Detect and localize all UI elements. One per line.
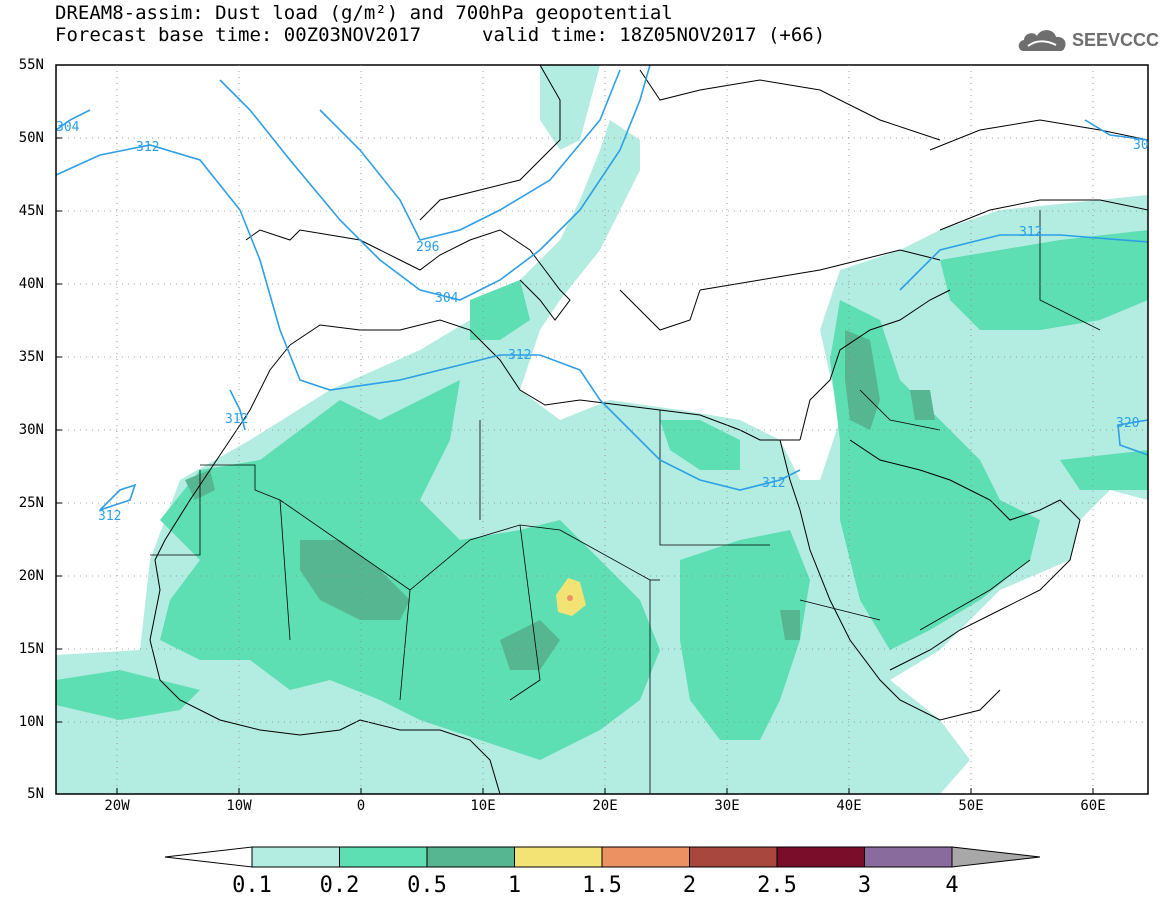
colorbar-label: 1 — [507, 873, 522, 898]
colorbar-label: 0.5 — [407, 873, 447, 898]
lat-label: 10N — [18, 714, 44, 730]
lon-label: 10E — [470, 798, 496, 814]
geopotential-contours — [56, 65, 1148, 511]
contour-label: 312 — [98, 509, 121, 524]
colorbar-label: 3 — [857, 873, 872, 898]
lat-label: 5N — [27, 786, 44, 802]
lon-label: 60E — [1080, 798, 1106, 814]
lat-label: 20N — [18, 568, 44, 584]
contour-label: 312 — [225, 412, 248, 427]
axis-ticks — [56, 137, 1094, 794]
contour-label: 312 — [762, 476, 785, 491]
contour-label: 30 — [1133, 138, 1149, 153]
grid-lines — [56, 65, 1148, 794]
logo-text: SEEVCCC — [1072, 30, 1160, 50]
lat-label: 25N — [18, 495, 44, 511]
contour-label: 312 — [136, 140, 159, 155]
lat-label: 15N — [18, 641, 44, 657]
colorbar-label: 2 — [682, 873, 697, 898]
contour-label: 320 — [1116, 416, 1139, 431]
lon-label: 50E — [958, 798, 984, 814]
colorbar-box — [514, 846, 603, 868]
colorbar-label: 4 — [945, 873, 959, 898]
lon-label: 20W — [104, 798, 130, 814]
colorbar-label: 0.2 — [319, 873, 360, 898]
lat-label: 55N — [18, 57, 44, 73]
colorbar-over-triangle — [951, 846, 1041, 868]
lat-label: 30N — [18, 422, 44, 438]
cloud-icon — [1018, 30, 1066, 51]
contour-label: 312 — [508, 348, 531, 363]
forecast-base-time: Forecast base time: 00Z03NOV2017 — [55, 24, 422, 46]
dust-shading-0.5 — [185, 330, 935, 670]
lat-label: 50N — [18, 130, 44, 146]
colorbar-label: 1.5 — [582, 873, 622, 898]
lon-label: 40E — [836, 798, 862, 814]
lon-label: 10W — [226, 798, 252, 814]
colorbar-under-triangle — [164, 846, 253, 868]
map-title: DREAM8-assim: Dust load (g/m²) and 700hP… — [55, 2, 673, 24]
lon-label: 30E — [714, 798, 740, 814]
colorbar-label: 2.5 — [757, 873, 797, 898]
coastlines — [149, 65, 1148, 794]
lon-label: 20E — [592, 798, 618, 814]
colorbar-box — [601, 846, 690, 868]
colorbar-box — [776, 846, 865, 868]
lat-label: 45N — [18, 203, 44, 219]
valid-time: valid time: 18Z05NOV2017 (+66) — [482, 24, 826, 46]
colorbar-box — [251, 846, 340, 868]
lat-label: 40N — [18, 276, 44, 292]
colorbar-box — [339, 846, 428, 868]
colorbar-label: 0.1 — [232, 873, 272, 898]
dust-shading-1.5 — [567, 595, 573, 601]
country-borders — [150, 210, 1101, 794]
contour-label: 304 — [56, 120, 80, 135]
colorbar-box — [689, 846, 778, 868]
lon-label: 0 — [356, 798, 366, 814]
colorbar-box — [426, 846, 515, 868]
contour-label: 304 — [435, 291, 459, 306]
contour-label: 312 — [1019, 225, 1042, 240]
seevccc-logo: SEEVCCC — [1016, 25, 1160, 61]
colorbar-box — [864, 846, 953, 868]
contour-label: 296 — [416, 240, 439, 255]
lat-label: 35N — [18, 349, 44, 365]
colorbar — [164, 846, 1041, 868]
